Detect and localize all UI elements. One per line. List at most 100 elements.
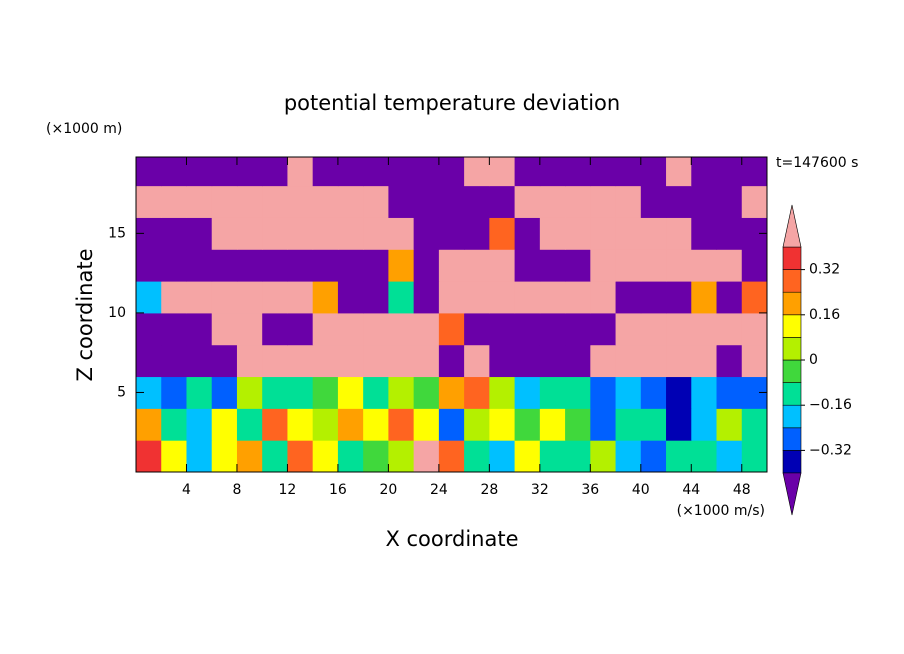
colorbar-bin xyxy=(782,382,802,406)
field-cell xyxy=(691,185,718,218)
field-cell xyxy=(438,249,465,282)
colorbar-bin xyxy=(782,404,802,429)
field-cell xyxy=(716,344,743,378)
field-cell xyxy=(262,408,288,441)
field-cell xyxy=(388,440,415,472)
field-cell xyxy=(161,440,187,472)
field-cell xyxy=(489,281,516,314)
field-cell xyxy=(565,344,591,378)
x-tick-label: 32 xyxy=(531,482,549,498)
field-cell xyxy=(262,344,288,378)
field-cell xyxy=(615,408,642,441)
field-cell xyxy=(262,217,288,250)
x-tick-label: 12 xyxy=(279,482,297,498)
field-cell xyxy=(565,408,591,441)
field-cell xyxy=(464,249,490,282)
field-cell xyxy=(640,249,667,282)
field-cell xyxy=(514,249,541,282)
field-cell xyxy=(716,157,743,187)
field-cell xyxy=(262,376,288,409)
field-cell xyxy=(438,312,465,346)
field-cell xyxy=(539,185,566,218)
field-cell xyxy=(211,281,238,314)
field-cell xyxy=(312,344,339,378)
field-cell xyxy=(438,440,465,472)
field-cell xyxy=(716,185,743,218)
colorbar-bin xyxy=(782,269,802,293)
field-cell xyxy=(464,344,490,378)
field-cell xyxy=(514,281,541,314)
colorbar-bin xyxy=(782,291,802,316)
field-cell xyxy=(691,312,718,346)
field-cell xyxy=(514,344,541,378)
field-cell xyxy=(388,249,415,282)
field-cell xyxy=(464,408,490,441)
field-cell xyxy=(236,312,263,346)
field-cell xyxy=(565,312,591,346)
field-cell xyxy=(236,408,263,441)
field-cell xyxy=(186,344,213,378)
field-cell xyxy=(287,312,314,346)
x-tick-label: 48 xyxy=(733,482,751,498)
field-cell xyxy=(615,440,642,472)
field-cell xyxy=(438,344,465,378)
field-cell xyxy=(287,344,314,378)
field-cell xyxy=(514,408,541,441)
field-cell xyxy=(161,185,187,218)
field-cell xyxy=(615,312,642,346)
field-cell xyxy=(337,249,364,282)
field-cell xyxy=(666,376,692,409)
field-cell xyxy=(211,344,238,378)
colorbar-bin xyxy=(782,337,802,361)
field-cell xyxy=(666,249,692,282)
field-cell xyxy=(413,344,440,378)
field-cell xyxy=(691,440,718,472)
field-cell xyxy=(287,281,314,314)
field-cell xyxy=(590,376,617,409)
field-cell xyxy=(716,312,743,346)
colorbar-extend-bottom xyxy=(782,472,802,516)
field-cell xyxy=(186,249,213,282)
field-cell xyxy=(716,440,743,472)
field-cell xyxy=(489,344,516,378)
field-cell xyxy=(337,376,364,409)
field-cell xyxy=(136,185,162,218)
field-cell xyxy=(489,312,516,346)
colorbar-bin xyxy=(782,427,802,451)
field-cell xyxy=(388,217,415,250)
field-cell xyxy=(590,440,617,472)
field-cell xyxy=(337,217,364,250)
field-cell xyxy=(337,185,364,218)
field-cell xyxy=(312,312,339,346)
field-cell xyxy=(514,312,541,346)
field-cell xyxy=(716,217,743,250)
field-cell xyxy=(262,249,288,282)
field-cell xyxy=(615,185,642,218)
field-cell xyxy=(438,376,465,409)
x-tick-label: 40 xyxy=(632,482,650,498)
field-cell xyxy=(539,312,566,346)
field-cell xyxy=(565,185,591,218)
field-cell xyxy=(413,157,440,187)
field-cell xyxy=(388,376,415,409)
field-cell xyxy=(186,157,213,187)
field-cell xyxy=(337,344,364,378)
field-cell xyxy=(539,376,566,409)
x-tick-label: 16 xyxy=(329,482,347,498)
field-cell xyxy=(211,217,238,250)
field-cell xyxy=(186,376,213,409)
field-cell xyxy=(615,344,642,378)
field-cell xyxy=(539,249,566,282)
field-cell xyxy=(287,440,314,472)
field-cell xyxy=(666,157,692,187)
y-tick-label: 15 xyxy=(108,225,126,241)
field-cell xyxy=(741,281,767,314)
field-cell xyxy=(363,281,389,314)
field-cell xyxy=(691,376,718,409)
field-cell xyxy=(438,157,465,187)
field-cell xyxy=(211,157,238,187)
field-cell xyxy=(514,157,541,187)
field-cell xyxy=(136,249,162,282)
field-cell xyxy=(590,312,617,346)
field-cell xyxy=(438,408,465,441)
